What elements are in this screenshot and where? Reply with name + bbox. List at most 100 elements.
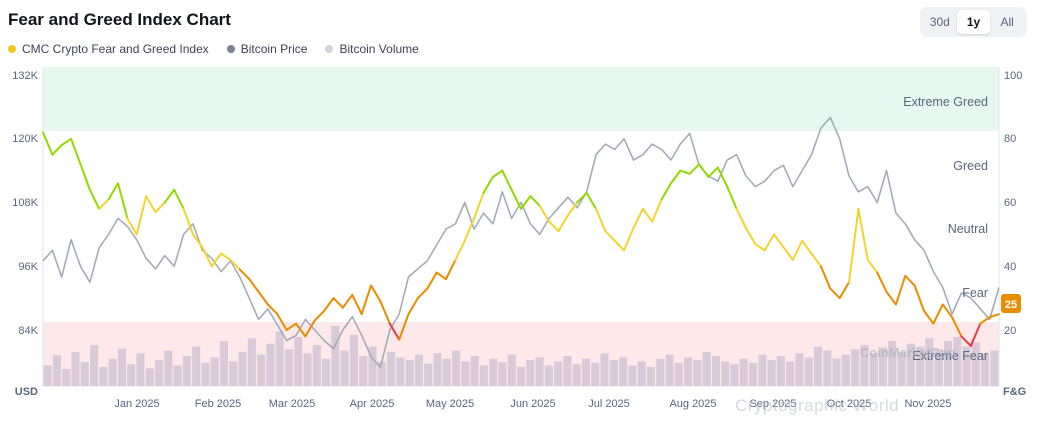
fear-greed-segment[interactable] [351, 293, 363, 316]
fear-greed-segment[interactable] [707, 166, 719, 178]
fear-greed-segment[interactable] [229, 258, 241, 271]
fear-greed-segment[interactable] [904, 274, 916, 287]
fear-greed-segment[interactable] [135, 195, 148, 236]
fear-greed-segment[interactable] [857, 207, 869, 261]
fear-greed-segment[interactable] [726, 185, 738, 210]
fear-greed-segment[interactable] [398, 313, 410, 341]
fear-greed-segment[interactable] [951, 316, 963, 338]
bitcoin-price-line[interactable] [42, 116, 1000, 368]
fear-greed-segment[interactable] [913, 284, 925, 312]
fear-greed-segment[interactable] [679, 169, 691, 175]
fear-greed-segment[interactable] [360, 284, 372, 316]
fear-greed-segment[interactable] [285, 322, 298, 331]
fear-greed-segment[interactable] [801, 239, 813, 255]
fear-greed-segment[interactable] [117, 182, 129, 220]
fear-greed-segment[interactable] [416, 287, 429, 300]
fear-greed-segment[interactable] [201, 246, 213, 268]
fear-greed-segment[interactable] [641, 207, 654, 223]
fear-greed-segment[interactable] [941, 303, 954, 319]
fear-greed-segment[interactable] [107, 182, 119, 201]
fear-greed-segment[interactable] [566, 201, 579, 217]
fear-greed-segment[interactable] [688, 163, 701, 175]
fear-greed-segment[interactable] [716, 166, 729, 188]
fear-greed-segment[interactable] [698, 163, 710, 178]
fear-greed-segment[interactable] [595, 207, 607, 233]
fear-greed-segment[interactable] [407, 297, 419, 316]
fear-greed-segment[interactable] [220, 252, 232, 261]
fear-greed-segment[interactable] [894, 274, 907, 306]
fear-greed-segment[interactable] [445, 258, 457, 280]
fear-greed-segment[interactable] [810, 252, 822, 268]
fear-greed-segment[interactable] [782, 246, 794, 261]
fear-greed-segment[interactable] [651, 198, 663, 223]
fear-greed-segment[interactable] [557, 214, 569, 233]
fear-greed-segment[interactable] [257, 290, 269, 306]
range-30d-button[interactable]: 30d [929, 15, 950, 29]
fear-greed-segment[interactable] [60, 137, 73, 147]
fear-greed-segment[interactable] [604, 230, 616, 242]
legend-item-bitcoin-price[interactable]: Bitcoin Price [226, 42, 307, 56]
fear-greed-segment[interactable] [932, 303, 944, 325]
fear-greed-segment[interactable] [848, 207, 860, 284]
fear-greed-segment[interactable] [266, 303, 279, 316]
fear-greed-segment[interactable] [744, 227, 757, 245]
fear-greed-segment[interactable] [163, 188, 176, 204]
fear-greed-segment[interactable] [529, 195, 541, 207]
range-1y-button[interactable]: 1y [956, 10, 991, 34]
fear-greed-segment[interactable] [276, 313, 288, 331]
fear-greed-segment[interactable] [491, 169, 504, 178]
fear-greed-segment[interactable] [660, 182, 672, 201]
fear-greed-segment[interactable] [585, 191, 597, 210]
fear-greed-segment[interactable] [435, 271, 447, 280]
fear-greed-segment[interactable] [145, 195, 157, 214]
fear-greed-segment[interactable] [613, 239, 626, 252]
fear-greed-segment[interactable] [763, 233, 776, 252]
fear-greed-segment[interactable] [313, 309, 326, 322]
fear-greed-segment[interactable] [238, 268, 251, 280]
fear-greed-segment[interactable] [670, 169, 682, 185]
fear-greed-segment[interactable] [960, 335, 972, 347]
fear-greed-segment[interactable] [979, 316, 991, 325]
fear-greed-segment[interactable] [173, 188, 185, 210]
fear-greed-segment[interactable] [51, 144, 63, 156]
fear-greed-segment[interactable] [754, 242, 766, 252]
fear-greed-segment[interactable] [154, 201, 166, 214]
fear-greed-segment[interactable] [510, 188, 522, 210]
fear-greed-segment[interactable] [501, 169, 513, 191]
fear-greed-segment[interactable] [623, 227, 635, 252]
fear-greed-segment[interactable] [70, 137, 82, 166]
fear-greed-segment[interactable] [482, 176, 494, 194]
fear-greed-segment[interactable] [370, 284, 382, 303]
fear-greed-segment[interactable] [126, 217, 138, 236]
fear-greed-segment[interactable] [969, 322, 982, 347]
fear-greed-segment[interactable] [248, 278, 260, 293]
fear-greed-segment[interactable] [426, 271, 438, 290]
fear-greed-segment[interactable] [473, 191, 485, 220]
fear-greed-segment[interactable] [988, 313, 1000, 319]
fear-greed-segment[interactable] [388, 322, 401, 341]
fear-greed-segment[interactable] [304, 319, 316, 338]
fear-greed-segment[interactable] [735, 207, 747, 229]
fear-greed-segment[interactable] [295, 322, 307, 338]
fear-greed-segment[interactable] [548, 220, 560, 233]
fear-greed-segment[interactable] [182, 207, 194, 236]
fear-greed-segment[interactable] [79, 163, 91, 191]
fear-greed-segment[interactable] [192, 233, 204, 249]
legend-item-bitcoin-volume[interactable]: Bitcoin Volume [325, 42, 419, 56]
fear-greed-segment[interactable] [332, 297, 344, 309]
fear-greed-segment[interactable] [576, 191, 588, 204]
fear-greed-segment[interactable] [379, 300, 391, 325]
fear-greed-segment[interactable] [791, 239, 804, 261]
time-range-switch[interactable]: 30d 1y All [920, 7, 1027, 37]
fear-greed-segment[interactable] [773, 233, 785, 249]
fear-greed-segment[interactable] [454, 239, 466, 261]
fear-greed-segment[interactable] [520, 195, 532, 210]
fear-greed-segment[interactable] [210, 252, 223, 268]
range-all-button[interactable]: All [1000, 15, 1014, 29]
fear-greed-segment[interactable] [876, 271, 888, 293]
fear-greed-segment[interactable] [42, 131, 54, 156]
legend-item-fear-greed[interactable]: CMC Crypto Fear and Greed Index [8, 42, 209, 56]
fear-greed-segment[interactable] [819, 265, 832, 290]
fear-greed-segment[interactable] [98, 198, 110, 210]
